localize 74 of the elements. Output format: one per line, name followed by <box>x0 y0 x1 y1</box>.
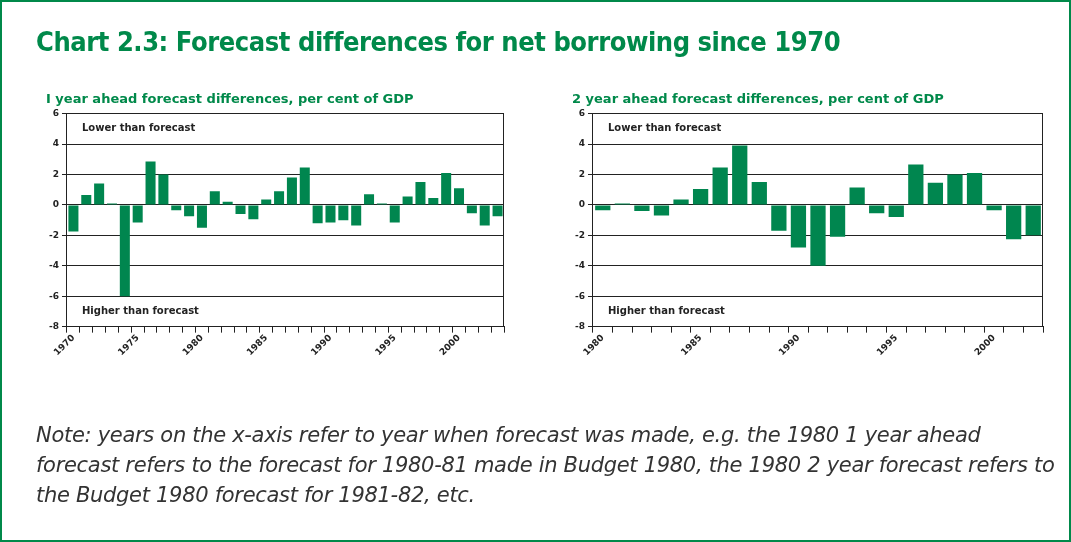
bar <box>1025 205 1041 236</box>
chart-title: Chart 2.3: Forecast differences for net borrowing since 1970 <box>36 26 841 57</box>
bar <box>286 177 297 205</box>
bar <box>888 205 904 218</box>
annotation: Lower than forecast <box>608 122 722 134</box>
y-tick-label: 0 <box>578 199 585 210</box>
y-tick-label: -2 <box>575 229 585 240</box>
bar <box>751 182 767 205</box>
bar <box>849 187 865 205</box>
bar <box>325 205 336 223</box>
y-tick-label: 6 <box>578 107 585 118</box>
bar <box>196 205 207 228</box>
bar <box>68 205 79 232</box>
y-tick-label: -8 <box>575 320 585 331</box>
bar <box>81 195 92 205</box>
y-tick-label: 4 <box>52 138 59 149</box>
bar <box>132 205 143 223</box>
bar <box>158 174 169 205</box>
bar <box>986 205 1002 211</box>
bar <box>145 161 156 205</box>
y-tick-label: -2 <box>49 229 59 240</box>
bar <box>415 182 426 205</box>
y-tick-label: 0 <box>52 199 59 210</box>
bar <box>479 205 490 226</box>
y-tick-label: -6 <box>575 290 585 301</box>
y-tick-label: 4 <box>578 138 585 149</box>
text: Note: years on the x-axis refer to year when forecast was made, e.g. the 1980 1 year ahead forecast refers to the forecast for 1980-81 made in Budget 1980, the 1980 2 year forecast refers to the Budget 1980 forecast for 1981-82, etc. <box>36 422 1056 509</box>
bar <box>441 172 452 205</box>
bar <box>428 198 439 205</box>
bar <box>209 191 220 205</box>
bar <box>732 145 748 205</box>
bar <box>351 205 362 226</box>
annotation: Higher than forecast <box>608 305 726 317</box>
y-tick-label: 2 <box>578 168 585 179</box>
bar <box>908 164 924 205</box>
bar <box>810 205 826 266</box>
bar <box>634 205 650 211</box>
bar <box>927 182 944 205</box>
bar <box>869 205 885 214</box>
bar <box>389 205 400 223</box>
y-tick-label: 6 <box>52 107 59 118</box>
bar <box>829 205 846 237</box>
bar <box>338 205 349 221</box>
bar <box>947 174 963 205</box>
bar <box>1006 205 1022 240</box>
bar <box>364 194 375 205</box>
y-tick-label: -8 <box>49 320 59 331</box>
bar <box>771 205 787 231</box>
annotation: Higher than forecast <box>82 305 200 317</box>
bar <box>692 188 709 205</box>
bar <box>466 205 477 214</box>
bar <box>790 205 807 248</box>
bar <box>454 188 465 205</box>
bar <box>653 205 670 216</box>
bar <box>299 167 310 205</box>
bar <box>119 205 130 297</box>
bar <box>966 172 983 205</box>
y-tick-label: -4 <box>49 260 59 271</box>
y-tick-label: -4 <box>575 260 585 271</box>
bar <box>274 191 285 205</box>
bar <box>235 205 246 215</box>
bar <box>712 167 728 205</box>
y-tick-label: -6 <box>49 290 59 301</box>
bar <box>94 183 105 205</box>
annotation: Lower than forecast <box>82 122 196 134</box>
y-tick-label: 2 <box>52 168 59 179</box>
bar <box>248 205 259 220</box>
chart-subtitle: I year ahead forecast differences, per cent of GDP <box>46 91 414 107</box>
bar <box>312 205 323 224</box>
bar <box>492 205 503 217</box>
bar <box>184 205 195 217</box>
bar <box>171 205 182 211</box>
chart-subtitle: 2 year ahead forecast differences, per cent of GDP <box>572 91 944 107</box>
bar <box>595 205 611 211</box>
